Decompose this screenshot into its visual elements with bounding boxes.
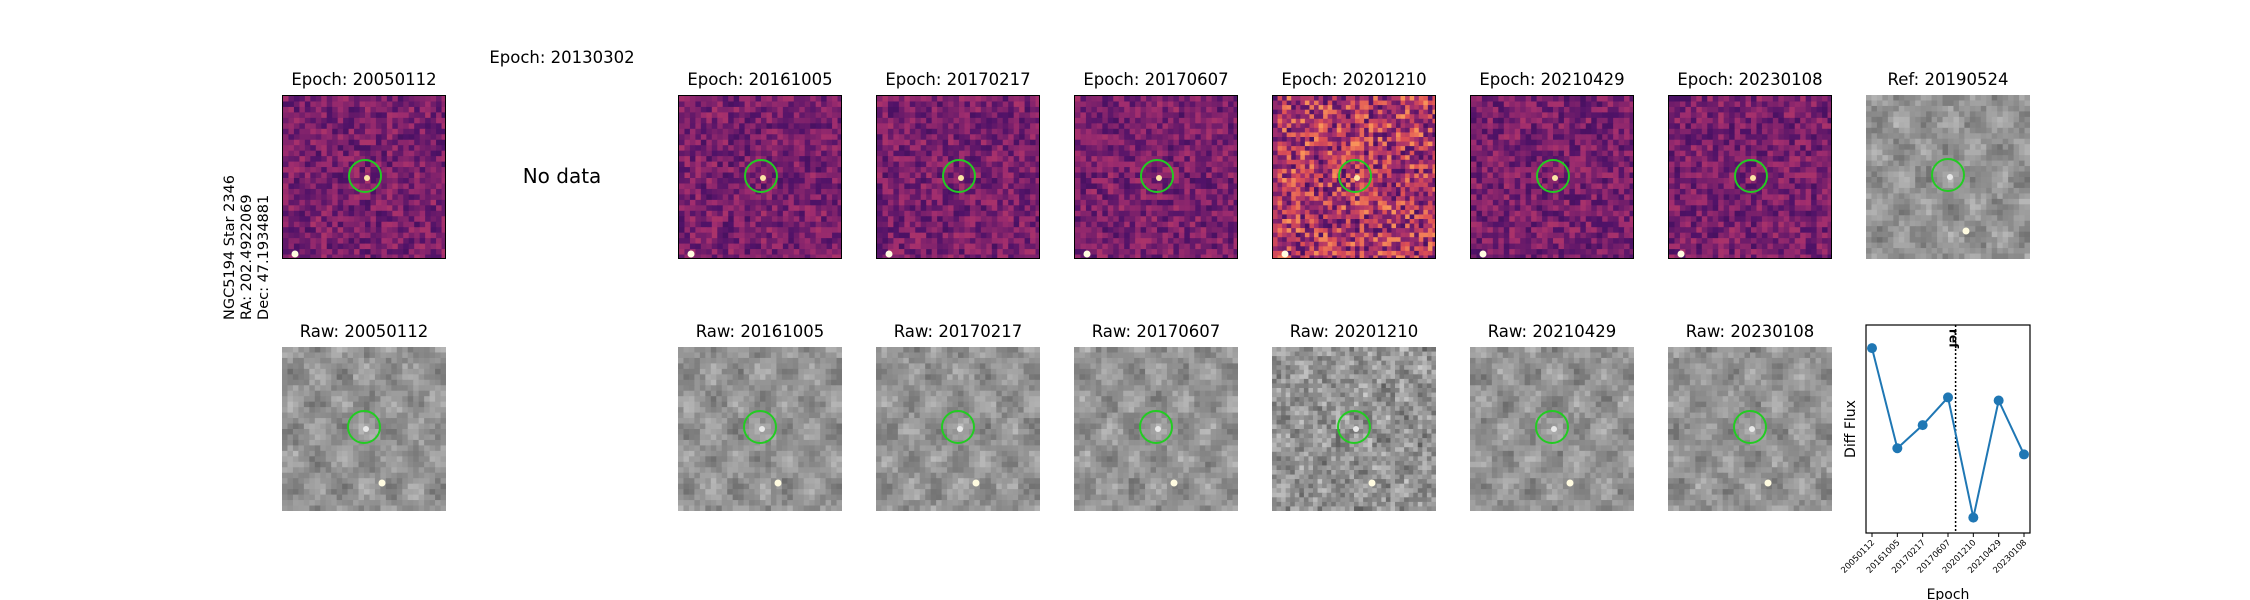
target-circle bbox=[348, 159, 382, 193]
no-data-label: No data bbox=[522, 164, 602, 188]
target-circle bbox=[1733, 410, 1767, 444]
data-point bbox=[1917, 420, 1928, 431]
data-point bbox=[1968, 512, 1979, 523]
ref-image bbox=[1866, 95, 2030, 259]
pixel-grid bbox=[678, 347, 842, 511]
diff-image-20210429 bbox=[1470, 95, 1634, 259]
raw-title-20170607: Raw: 20170607 bbox=[1091, 322, 1221, 341]
data-point bbox=[1892, 443, 1903, 454]
plot-frame bbox=[1865, 324, 2031, 534]
epoch-title-20170217: Epoch: 20170217 bbox=[885, 70, 1031, 89]
y-axis-label: Diff Flux bbox=[1843, 400, 1859, 458]
raw-image-20050112 bbox=[282, 347, 446, 511]
pixel-grid bbox=[1074, 347, 1238, 511]
target-circle bbox=[1338, 159, 1372, 193]
raw-title-20170217: Raw: 20170217 bbox=[893, 322, 1023, 341]
ref-title: Ref: 20190524 bbox=[1887, 70, 2009, 89]
raw-image-20170217 bbox=[876, 347, 1040, 511]
raw-title-20161005: Raw: 20161005 bbox=[695, 322, 825, 341]
target-circle bbox=[744, 159, 778, 193]
epoch-title-20050112: Epoch: 20050112 bbox=[291, 70, 437, 89]
target-circle bbox=[1734, 159, 1768, 193]
diff-image-20050112 bbox=[282, 95, 446, 259]
raw-image-20210429 bbox=[1470, 347, 1634, 511]
epoch-title-20210429: Epoch: 20210429 bbox=[1479, 70, 1625, 89]
target-circle bbox=[1337, 410, 1371, 444]
pixel-grid bbox=[1470, 347, 1634, 511]
pixel-grid bbox=[1866, 95, 2030, 259]
target-circle bbox=[1536, 159, 1570, 193]
epoch-title-20130302: Epoch: 20130302 bbox=[489, 48, 635, 67]
raw-title-20050112: Raw: 20050112 bbox=[299, 322, 429, 341]
target-circle bbox=[743, 410, 777, 444]
pixel-grid bbox=[283, 96, 445, 258]
star-name: NGC5194 Star 2346 bbox=[222, 175, 238, 320]
epoch-title-20170607: Epoch: 20170607 bbox=[1083, 70, 1229, 89]
pixel-grid bbox=[1471, 96, 1633, 258]
epoch-title-20161005: Epoch: 20161005 bbox=[687, 70, 833, 89]
diff-image-20161005 bbox=[678, 95, 842, 259]
raw-title-20201210: Raw: 20201210 bbox=[1289, 322, 1419, 341]
raw-image-20230108 bbox=[1668, 347, 1832, 511]
light-curve-chart: ref2005011220161005201702172017060720201… bbox=[1839, 324, 2031, 600]
diff-image-20201210 bbox=[1272, 95, 1436, 259]
epoch-title-20201210: Epoch: 20201210 bbox=[1281, 70, 1427, 89]
target-circle bbox=[942, 159, 976, 193]
pixel-grid bbox=[1273, 96, 1435, 258]
pixel-grid bbox=[679, 96, 841, 258]
target-circle bbox=[1931, 158, 1965, 192]
pixel-grid bbox=[1668, 347, 1832, 511]
target-circle bbox=[1140, 159, 1174, 193]
pixel-grid bbox=[1272, 347, 1436, 511]
pixel-grid bbox=[1075, 96, 1237, 258]
raw-image-20161005 bbox=[678, 347, 842, 511]
pixel-grid bbox=[877, 96, 1039, 258]
target-circle bbox=[347, 410, 381, 444]
target-circle bbox=[1535, 410, 1569, 444]
target-circle bbox=[941, 410, 975, 444]
raw-image-20170607 bbox=[1074, 347, 1238, 511]
diff-image-20170607 bbox=[1074, 95, 1238, 259]
star-ra: RA: 202.4922069 bbox=[239, 194, 255, 320]
raw-image-20201210 bbox=[1272, 347, 1436, 511]
data-point bbox=[1867, 343, 1877, 354]
x-axis-label: Epoch bbox=[1927, 587, 1970, 600]
data-point bbox=[1943, 392, 1953, 403]
pixel-grid bbox=[282, 347, 446, 511]
data-point bbox=[1993, 395, 2004, 406]
target-circle bbox=[1139, 410, 1173, 444]
star-dec: Dec: 47.1934881 bbox=[256, 194, 272, 320]
pixel-grid bbox=[1669, 96, 1831, 258]
pixel-grid bbox=[876, 347, 1040, 511]
raw-title-20210429: Raw: 20210429 bbox=[1487, 322, 1617, 341]
star-info-label: NGC5194 Star 2346 RA: 202.4922069 Dec: 4… bbox=[222, 175, 273, 320]
ref-line-label: ref bbox=[1947, 329, 1961, 349]
raw-title-20230108: Raw: 20230108 bbox=[1685, 322, 1815, 341]
epoch-title-20230108: Epoch: 20230108 bbox=[1677, 70, 1823, 89]
data-point bbox=[2019, 449, 2029, 460]
series-line bbox=[1871, 347, 2025, 518]
diff-image-20170217 bbox=[876, 95, 1040, 259]
diff-image-20230108 bbox=[1668, 95, 1832, 259]
